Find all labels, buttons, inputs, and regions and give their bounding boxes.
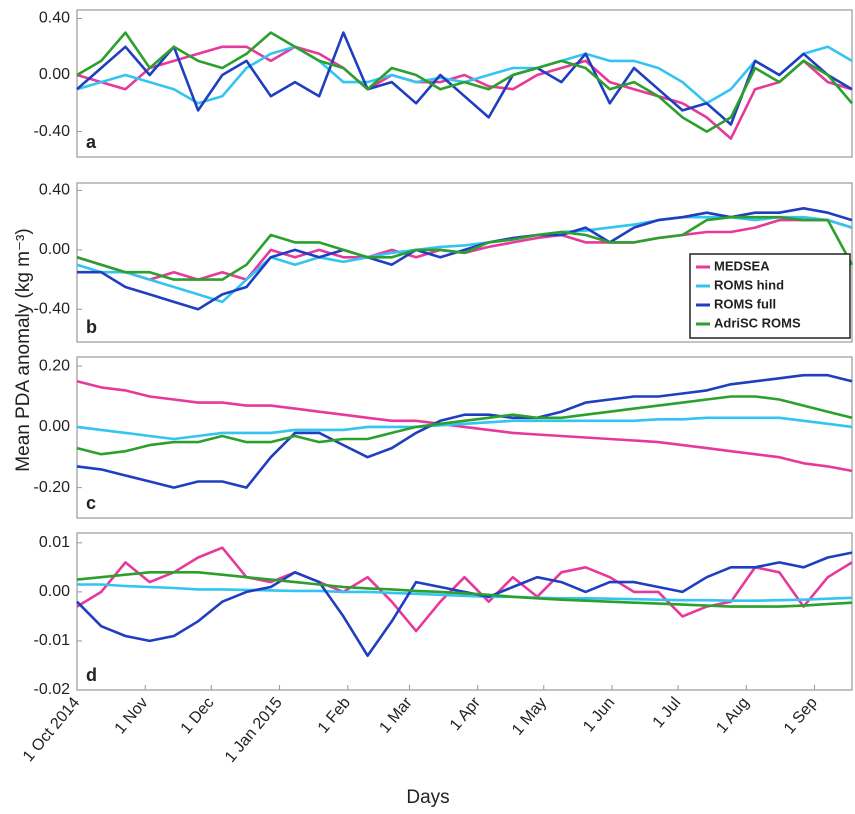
legend-label: ROMS hind: [714, 277, 784, 292]
y-tick-label: 0.00: [39, 418, 70, 435]
series-line: [76, 45, 853, 140]
y-axis-label: Mean PDA anomaly (kg m⁻³): [13, 228, 34, 471]
x-tick-label: 1 Sep: [781, 694, 821, 737]
panel-frame: [76, 356, 853, 519]
legend-box: [689, 253, 851, 339]
panel-label: a: [86, 132, 97, 152]
legend-label: ROMS full: [714, 296, 776, 311]
y-tick-label: 0.01: [39, 534, 70, 551]
y-tick-label: 0.00: [39, 241, 70, 258]
series-line: [76, 373, 853, 489]
x-tick-label: 1 Mar: [376, 694, 416, 737]
legend-label: AdriSC ROMS: [714, 315, 801, 330]
x-tick-label: 1 Feb: [315, 694, 354, 736]
x-tick-label: 1 Apr: [447, 694, 484, 734]
panel-label: b: [86, 317, 97, 337]
series-line: [76, 395, 853, 456]
panel-label: d: [86, 665, 97, 685]
x-tick-label: 1 Jan 2015: [222, 694, 286, 766]
x-tick-label: 1 Jun: [580, 694, 618, 735]
panel-label: c: [86, 493, 96, 513]
x-axis-label: Days: [406, 787, 449, 808]
y-tick-label: -0.20: [34, 479, 71, 496]
series-line: [76, 31, 853, 133]
panel-frame: [76, 9, 853, 158]
panel-frame: [76, 532, 853, 691]
series-line: [76, 571, 853, 608]
series-line: [76, 380, 853, 473]
series-line: [76, 31, 853, 126]
y-tick-label: -0.02: [34, 681, 71, 698]
x-tick-label: 1 Aug: [713, 694, 752, 736]
series-line: [77, 583, 853, 602]
x-tick-label: 1 Jul: [650, 694, 685, 731]
y-tick-label: -0.01: [34, 632, 71, 649]
series-line: [76, 215, 854, 281]
y-tick-label: 0.20: [39, 357, 70, 374]
y-tick-label: 0.00: [39, 583, 70, 600]
series-line: [77, 207, 853, 311]
x-tick-label: 1 Nov: [112, 694, 152, 737]
x-tick-label: 1 Oct 2014: [20, 694, 83, 765]
y-tick-label: -0.40: [34, 123, 71, 140]
y-tick-label: -0.40: [34, 301, 71, 318]
series-line: [76, 416, 853, 441]
series-line: [76, 551, 853, 657]
y-tick-label: 0.00: [39, 66, 70, 83]
series-line: [76, 546, 853, 633]
x-tick-label: 1 May: [509, 694, 550, 738]
y-tick-label: 0.40: [39, 182, 70, 199]
legend-label: MEDSEA: [714, 258, 770, 273]
y-tick-label: 0.40: [39, 10, 70, 27]
x-tick-label: 1 Dec: [178, 694, 218, 737]
